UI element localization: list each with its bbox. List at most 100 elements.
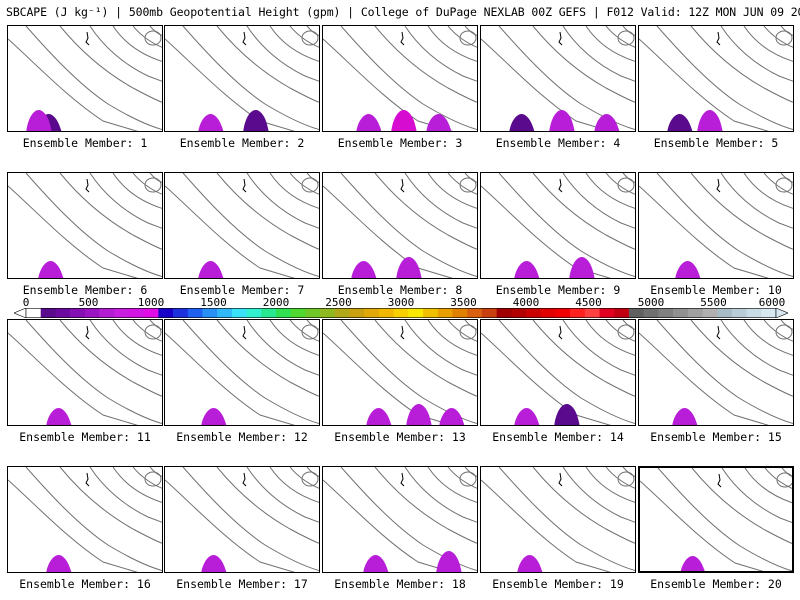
cape-area: [554, 404, 580, 425]
low-center-contour: [617, 324, 635, 340]
ensemble-panel-2[interactable]: [164, 25, 320, 132]
cape-area: [549, 110, 575, 131]
height-contour: [289, 320, 319, 342]
low-center-contour: [617, 471, 635, 487]
height-contour: [657, 468, 792, 571]
coastline: [558, 31, 563, 46]
height-contour: [781, 468, 792, 477]
ensemble-panel-7[interactable]: [164, 172, 320, 279]
colorbar-segment: [305, 308, 321, 318]
height-contour: [59, 467, 162, 544]
height-contour: [246, 467, 319, 523]
ensemble-panel-8[interactable]: [322, 172, 478, 279]
height-contour: [8, 332, 139, 425]
colorbar-segment: [658, 308, 674, 318]
height-contour: [216, 320, 319, 397]
ensemble-panel-6[interactable]: [7, 172, 163, 279]
colorbar-tick-label: 4000: [512, 296, 540, 309]
cape-area: [439, 408, 465, 425]
low-center-contour: [459, 324, 477, 340]
low-center-contour: [775, 30, 793, 46]
height-contour: [149, 173, 162, 183]
height-contour: [585, 173, 635, 209]
coastline: [716, 325, 721, 340]
cape-area: [391, 110, 417, 131]
height-contour: [89, 320, 162, 376]
ensemble-panel-4[interactable]: [480, 25, 636, 132]
colorbar-tick-label: 3500: [450, 296, 477, 309]
ensemble-panel-16[interactable]: [7, 466, 163, 573]
coastline: [85, 325, 90, 340]
height-contour: [622, 467, 635, 477]
height-contour: [498, 320, 635, 424]
ensemble-panel-13[interactable]: [322, 319, 478, 426]
height-contour: [323, 332, 454, 425]
panel-map: [165, 467, 319, 572]
height-contour: [585, 26, 635, 62]
colorbar-segment: [584, 308, 600, 318]
colorbar-segment: [143, 308, 159, 318]
height-contour: [656, 26, 793, 130]
height-contour: [165, 185, 296, 278]
height-contour: [720, 26, 793, 82]
colorbar-segment: [217, 308, 233, 318]
height-contour: [374, 26, 477, 103]
colorbar-segment: [70, 308, 86, 318]
ensemble-member-label: Ensemble Member: 2: [179, 136, 305, 150]
ensemble-panel-9[interactable]: [480, 172, 636, 279]
height-contour: [216, 26, 319, 103]
cape-area: [46, 555, 72, 572]
cape-area: [201, 555, 227, 572]
height-contour: [656, 173, 793, 277]
height-contour: [149, 26, 162, 36]
height-contour: [59, 26, 162, 103]
colorbar-tick-label: 1000: [137, 296, 165, 309]
height-contour: [306, 467, 319, 477]
height-contour: [182, 173, 319, 277]
colorbar-segment: [761, 308, 777, 318]
panel-map: [323, 26, 477, 131]
height-contour: [562, 26, 635, 82]
ensemble-panel-1[interactable]: [7, 25, 163, 132]
height-contour: [149, 320, 162, 330]
ensemble-member-label: Ensemble Member: 14: [492, 430, 624, 444]
cape-area: [38, 261, 64, 278]
ensemble-member-label: Ensemble Member: 18: [334, 577, 466, 591]
colorbar-segment: [261, 308, 277, 318]
panel-map: [8, 26, 162, 131]
height-contour: [306, 26, 319, 36]
colorbar-min-arrow: [14, 308, 27, 318]
height-contour: [764, 468, 792, 489]
colorbar-segment: [540, 308, 556, 318]
ensemble-panel-11[interactable]: [7, 319, 163, 426]
low-center-contour: [301, 30, 319, 46]
height-contour: [25, 320, 162, 424]
height-contour: [763, 173, 793, 195]
height-contour: [269, 26, 319, 62]
height-contour: [182, 320, 319, 424]
ensemble-panel-12[interactable]: [164, 319, 320, 426]
height-contour: [374, 467, 477, 544]
height-contour: [165, 38, 296, 131]
height-contour: [89, 173, 162, 229]
ensemble-panel-18[interactable]: [322, 466, 478, 573]
ensemble-panel-5[interactable]: [638, 25, 794, 132]
height-contour: [182, 26, 319, 130]
height-contour: [216, 467, 319, 544]
ensemble-panel-3[interactable]: [322, 25, 478, 132]
ensemble-member-label: Ensemble Member: 12: [176, 430, 308, 444]
cape-area: [672, 408, 698, 425]
height-contour: [780, 26, 793, 36]
ensemble-panel-15[interactable]: [638, 319, 794, 426]
ensemble-panel-14[interactable]: [480, 319, 636, 426]
height-contour: [340, 320, 477, 424]
colorbar-segment: [496, 308, 512, 318]
ensemble-panel-20[interactable]: [638, 466, 794, 573]
low-center-contour: [144, 471, 162, 487]
ensemble-panel-17[interactable]: [164, 466, 320, 573]
ensemble-panel-19[interactable]: [480, 466, 636, 573]
low-center-contour: [301, 324, 319, 340]
height-contour: [780, 320, 793, 330]
colorbar-segment: [628, 308, 644, 318]
ensemble-panel-10[interactable]: [638, 172, 794, 279]
